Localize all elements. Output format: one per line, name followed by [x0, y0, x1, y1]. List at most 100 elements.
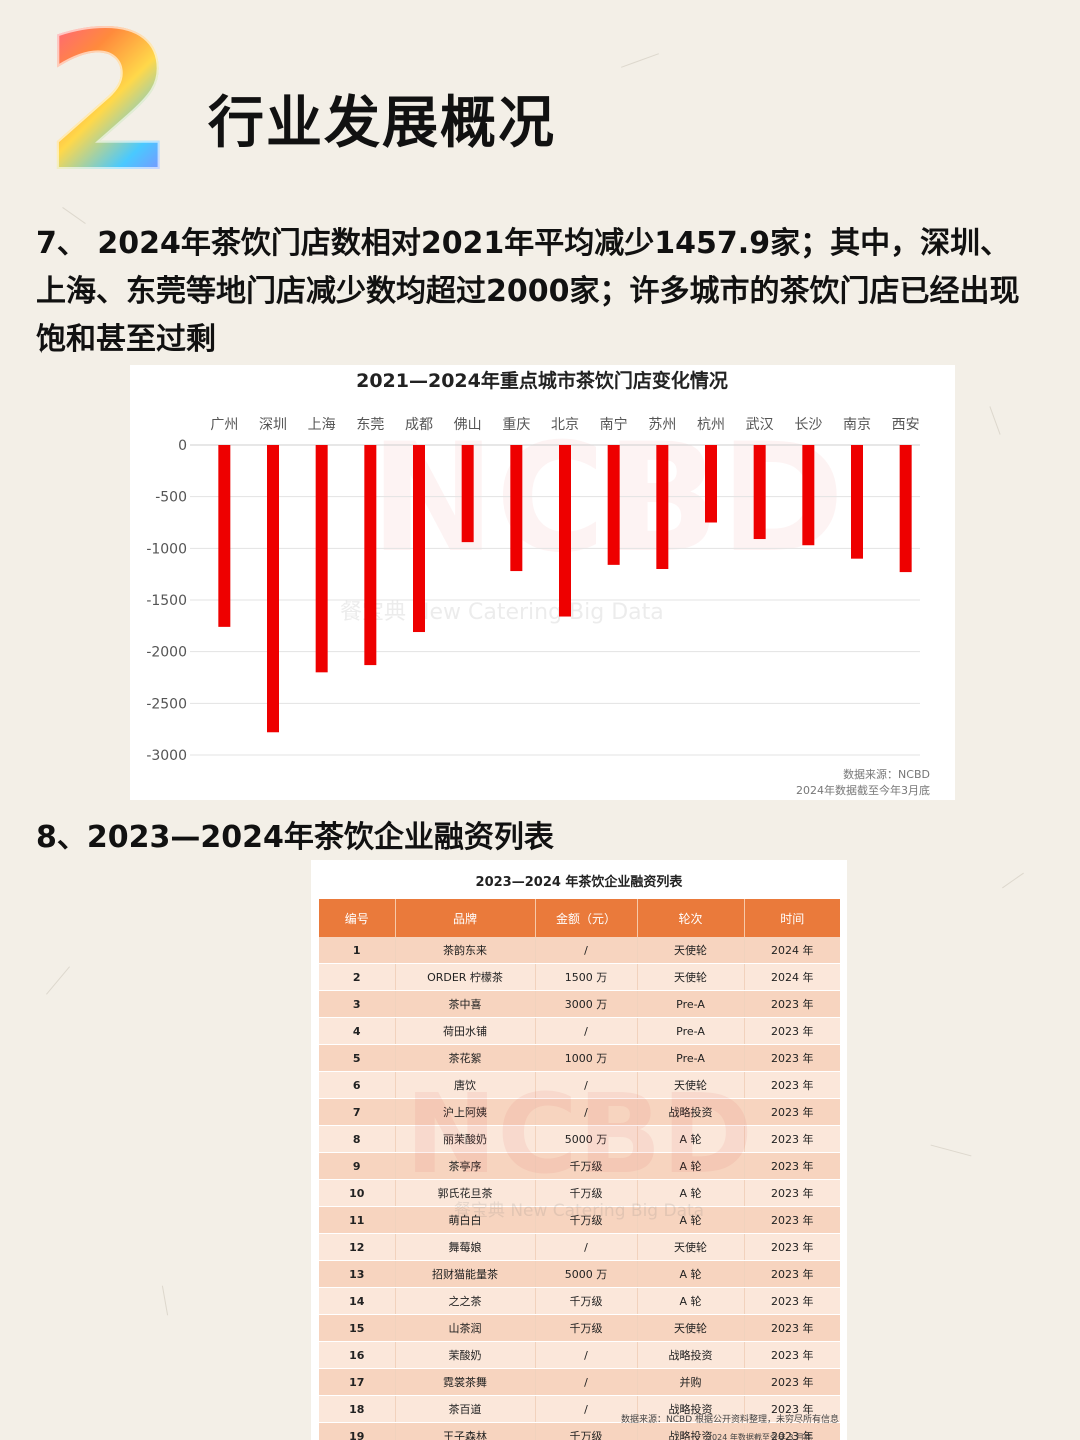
table-cell: 2023 年: [744, 1422, 840, 1440]
table-cell: 天使轮: [637, 937, 745, 964]
table-cell: 沪上阿姨: [395, 1098, 536, 1126]
bar: [607, 445, 620, 565]
table-cell: 2024 年: [744, 963, 840, 991]
table-cell: 19: [319, 1422, 396, 1440]
table-row: 15 山茶润 千万级 天使轮 2023 年: [319, 1314, 840, 1342]
bar: [802, 445, 815, 546]
table-cell: 2023 年: [744, 1341, 840, 1369]
table-cell: 17: [319, 1368, 396, 1396]
table-cell: 2023 年: [744, 1260, 840, 1288]
bar: [461, 445, 474, 543]
category-label: 长沙: [794, 417, 822, 433]
category-label: 杭州: [697, 417, 725, 433]
column-header: 品牌: [395, 899, 536, 937]
table-cell: 2023 年: [744, 1314, 840, 1342]
bar: [851, 445, 863, 559]
chart-watermark-sub: 餐宝典 New Catering Big Data: [340, 600, 664, 625]
table-cell: 战略投资: [637, 1422, 745, 1440]
table-cell: 萌白白: [395, 1206, 536, 1234]
table-cell: 1000 万: [535, 1044, 638, 1072]
table-cell: /: [535, 937, 638, 964]
section-number: 2: [34, 7, 184, 199]
bar: [315, 445, 328, 673]
table-row: 9 茶亭序 千万级 A 轮 2023 年: [319, 1152, 840, 1180]
category-label: 上海: [308, 417, 336, 433]
table-cell: 霓裳茶舞: [395, 1368, 536, 1396]
table-cell: 15: [319, 1314, 396, 1342]
bar: [218, 445, 231, 627]
funding-table: 编号 品牌 金额（元） 轮次 时间 1 茶韵东来 / 天使轮 2024 年 2 ORDER 柠檬茶 1…: [319, 899, 840, 1440]
table-cell: 2023 年: [744, 1044, 840, 1072]
table-cell: 千万级: [535, 1314, 638, 1342]
table-cell: 13: [319, 1260, 396, 1288]
table-cell: 招财猫能量茶: [395, 1260, 536, 1288]
category-label: 南宁: [600, 416, 628, 433]
table-cell: 舞莓娘: [395, 1233, 536, 1261]
table-row: 19 王子森林 千万级 战略投资 2023 年: [319, 1422, 840, 1440]
table-cell: 9: [319, 1152, 396, 1180]
column-header: 时间: [744, 899, 840, 937]
funding-table-title: 2023—2024 年茶饮企业融资列表: [475, 875, 683, 890]
table-cell: /: [535, 1098, 638, 1126]
table-cell: 战略投资: [637, 1098, 745, 1126]
y-tick-label: -1000: [146, 541, 187, 557]
category-label: 南京: [843, 417, 871, 433]
table-cell: 郭氏花旦茶: [395, 1179, 536, 1207]
chart-category-labels: 广州 深圳 上海 东莞 成都 佛山 重庆 北京 南宁 苏州 杭州 武汉 长沙 南京 西安: [210, 416, 919, 433]
chart-svg: NCBD 餐宝典 New Catering Big Data 2021—2024…: [146, 369, 930, 797]
category-label: 东莞: [356, 417, 384, 433]
table-cell: Pre-A: [637, 1044, 745, 1072]
y-tick-label: -1500: [146, 593, 187, 609]
table-row: 7 沪上阿姨 / 战略投资 2023 年: [319, 1098, 840, 1126]
table-row: 17 霓裳茶舞 / 并购 2023 年: [319, 1368, 840, 1396]
y-tick-label: -2500: [146, 696, 187, 712]
table-cell: 千万级: [535, 1287, 638, 1315]
table-row: 18 茶百道 / 战略投资 2023 年: [319, 1395, 840, 1423]
table-row: 5 茶花絮 1000 万 Pre-A 2023 年: [319, 1044, 840, 1072]
table-cell: 2024 年: [744, 937, 840, 964]
chart-gridlines: [190, 444, 920, 756]
table-cell: 丽茉酸奶: [395, 1125, 536, 1153]
table-row: 3 茶中喜 3000 万 Pre-A 2023 年: [319, 990, 840, 1018]
table-cell: 12: [319, 1233, 396, 1261]
table-cell: 战略投资: [637, 1395, 745, 1423]
table-cell: 11: [319, 1206, 396, 1234]
category-label: 西安: [892, 417, 920, 433]
table-cell: 千万级: [535, 1206, 638, 1234]
y-tick-label: -3000: [146, 748, 187, 764]
table-cell: 2023 年: [744, 1233, 840, 1261]
paper-fibre: [46, 966, 70, 995]
table-cell: 千万级: [535, 1422, 638, 1440]
paper-fibre: [1002, 872, 1024, 889]
table-cell: 1500 万: [535, 963, 638, 991]
chart-source-note: 数据来源：NCBD: [843, 767, 930, 781]
table-cell: 天使轮: [637, 963, 745, 991]
table-cell: 18: [319, 1395, 396, 1423]
funding-table-body: 1 茶韵东来 / 天使轮 2024 年 2 ORDER 柠檬茶 1500 万天使轮 2024 年…: [319, 937, 840, 1440]
category-label: 北京: [551, 417, 579, 433]
bar: [899, 445, 912, 573]
y-tick-label: -2000: [146, 645, 187, 661]
table-cell: 之之茶: [395, 1287, 536, 1315]
table-cell: A 轮: [637, 1206, 745, 1234]
table-cell: 天使轮: [637, 1233, 745, 1261]
column-header: 金额（元）: [535, 899, 638, 937]
table-row: 12 舞莓娘 / 天使轮 2023 年: [319, 1233, 840, 1261]
table-cell: 2023 年: [744, 1152, 840, 1180]
table-row: 4 荷田水铺 / Pre-A 2023 年: [319, 1017, 840, 1045]
column-header: 编号: [319, 899, 396, 937]
table-cell: 2023 年: [744, 1395, 840, 1423]
table-row: 1 茶韵东来 / 天使轮 2024 年: [319, 937, 840, 964]
table-cell: 茉酸奶: [395, 1341, 536, 1369]
table-cell: 2023 年: [744, 1071, 840, 1099]
category-label: 苏州: [648, 417, 676, 433]
category-label: 广州: [210, 417, 238, 433]
table-row: 10 郭氏花旦茶 千万级 A 轮 2023 年: [319, 1179, 840, 1207]
y-tick-label: -500: [155, 490, 187, 506]
paper-fibre: [161, 1285, 169, 1316]
table-cell: 16: [319, 1341, 396, 1369]
table-cell: 4: [319, 1017, 396, 1045]
table-cell: 2023 年: [744, 1206, 840, 1234]
table-cell: 1: [319, 937, 396, 964]
